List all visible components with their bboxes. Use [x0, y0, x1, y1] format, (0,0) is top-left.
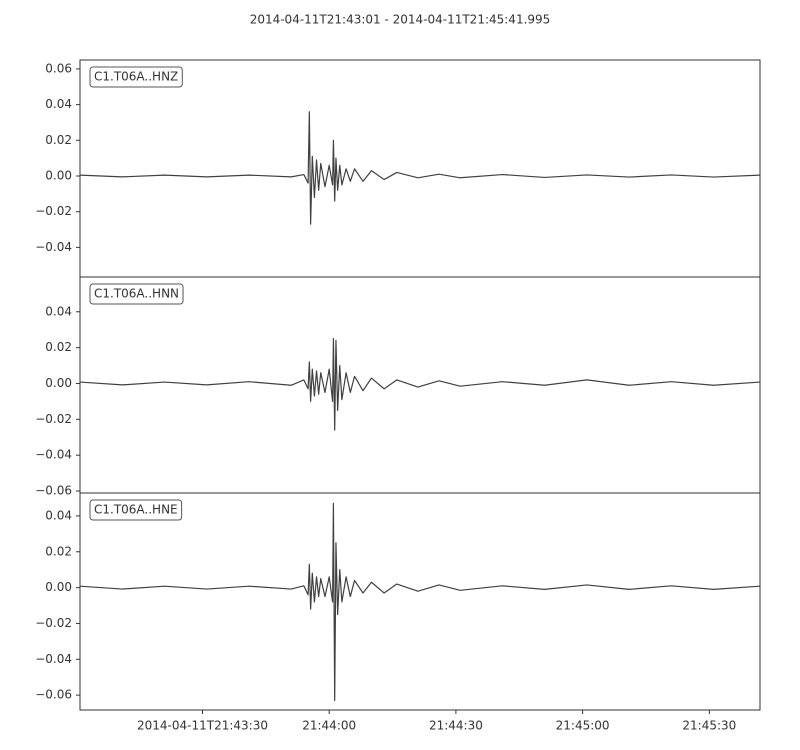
y-tick-label: 0.00: [45, 168, 72, 182]
waveform: [79, 111, 761, 225]
trace-label-box: [89, 66, 183, 88]
x-tick-label: 21:44:30: [429, 719, 483, 733]
y-tick-label: −0.06: [35, 484, 72, 498]
y-tick-label: 0.02: [45, 133, 72, 147]
y-tick-label: −0.04: [35, 240, 72, 254]
y-tick-label: −0.02: [35, 616, 72, 630]
y-tick-label: 0.06: [45, 61, 72, 75]
y-tick-label: 0.02: [45, 340, 72, 354]
y-tick-label: −0.02: [35, 412, 72, 426]
chart-title: 2014-04-11T21:43:01 - 2014-04-11T21:45:4…: [250, 13, 551, 27]
y-tick-label: 0.02: [45, 544, 72, 558]
y-tick-label: −0.04: [35, 652, 72, 666]
waveform: [79, 338, 761, 431]
trace-label-box: [89, 283, 184, 305]
x-tick-label: 21:44:00: [302, 719, 356, 733]
panel-frame: [79, 492, 761, 711]
waveform: [79, 502, 761, 702]
trace-label: C1.T06A..HNE: [94, 503, 178, 517]
x-tick-label: 21:45:00: [556, 719, 610, 733]
y-tick-label: 0.04: [45, 304, 72, 318]
y-tick-label: −0.06: [35, 688, 72, 702]
y-tick-label: −0.04: [35, 448, 72, 462]
x-tick-label: 21:45:30: [682, 719, 736, 733]
y-tick-label: 0.00: [45, 376, 72, 390]
y-tick-label: 0.00: [45, 580, 72, 594]
y-tick-label: 0.04: [45, 508, 72, 522]
x-tick-label: 2014-04-11T21:43:30: [137, 719, 268, 733]
trace-label-box: [89, 499, 183, 521]
trace-label: C1.T06A..HNZ: [94, 70, 178, 84]
y-tick-label: 0.04: [45, 97, 72, 111]
trace-label: C1.T06A..HNN: [94, 287, 179, 301]
y-tick-label: −0.02: [35, 204, 72, 218]
